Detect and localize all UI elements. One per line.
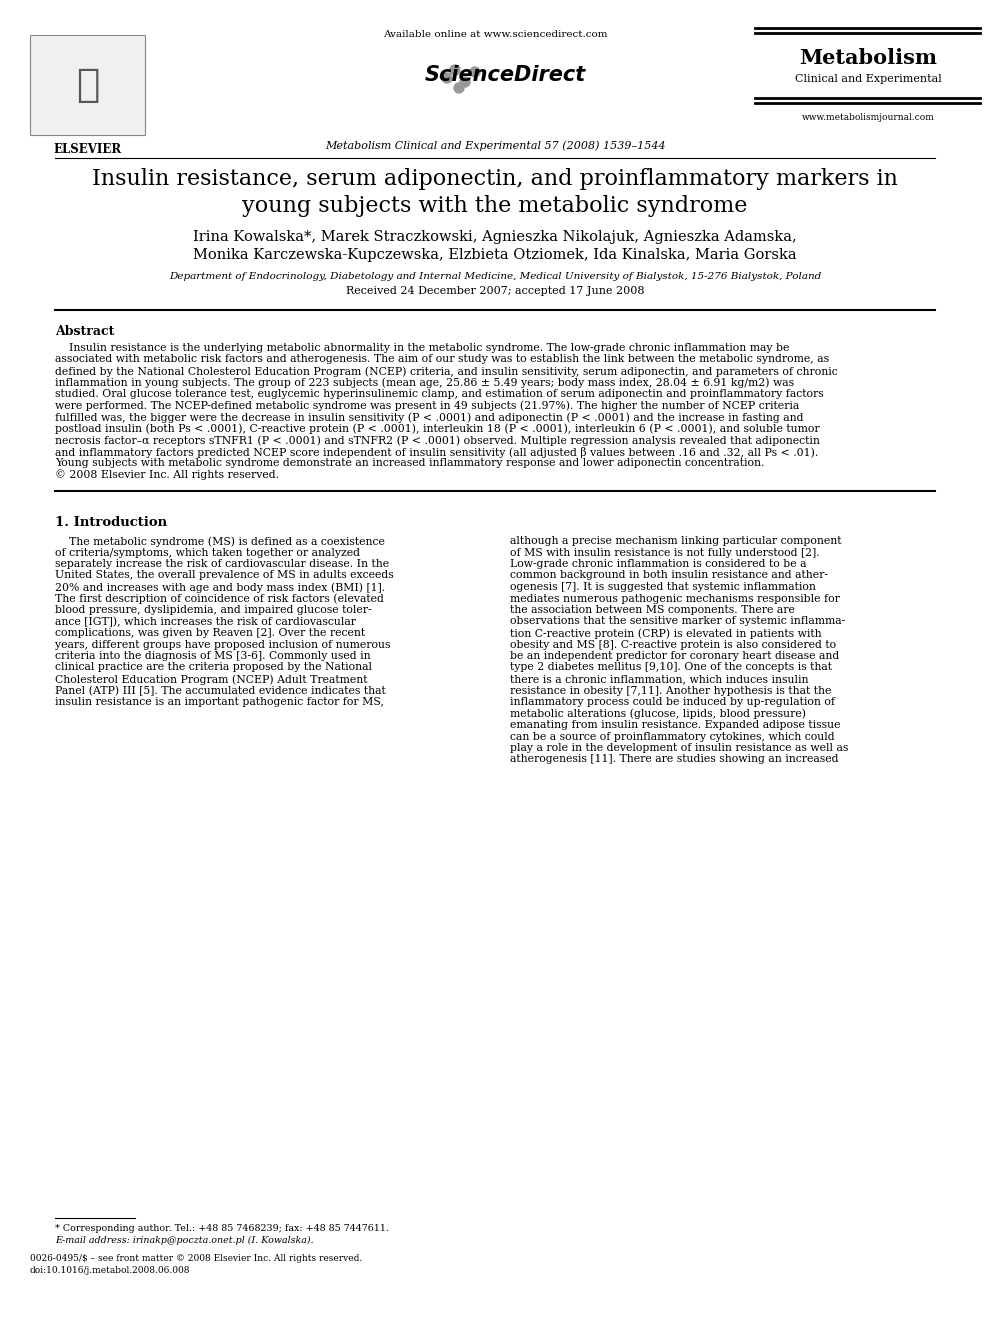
Text: Metabolism: Metabolism (799, 48, 937, 69)
Text: 0026-0495/$ – see front matter © 2008 Elsevier Inc. All rights reserved.: 0026-0495/$ – see front matter © 2008 El… (30, 1254, 362, 1263)
Text: 1. Introduction: 1. Introduction (55, 516, 167, 529)
Text: emanating from insulin resistance. Expanded adipose tissue: emanating from insulin resistance. Expan… (510, 719, 841, 730)
Text: defined by the National Cholesterol Education Program (NCEP) criteria, and insul: defined by the National Cholesterol Educ… (55, 366, 838, 376)
Text: the association between MS components. There are: the association between MS components. T… (510, 605, 795, 615)
Text: obesity and MS [8]. C-reactive protein is also considered to: obesity and MS [8]. C-reactive protein i… (510, 639, 837, 649)
Text: of criteria/symptoms, which taken together or analyzed: of criteria/symptoms, which taken togeth… (55, 548, 360, 557)
Text: The metabolic syndrome (MS) is defined as a coexistence: The metabolic syndrome (MS) is defined a… (55, 536, 385, 546)
Text: © 2008 Elsevier Inc. All rights reserved.: © 2008 Elsevier Inc. All rights reserved… (55, 470, 279, 480)
Text: tion C-reactive protein (CRP) is elevated in patients with: tion C-reactive protein (CRP) is elevate… (510, 628, 822, 639)
Circle shape (460, 77, 470, 87)
Text: inflammatory process could be induced by up-regulation of: inflammatory process could be induced by… (510, 697, 835, 708)
Text: ance [IGT]), which increases the risk of cardiovascular: ance [IGT]), which increases the risk of… (55, 616, 356, 627)
Text: metabolic alterations (glucose, lipids, blood pressure): metabolic alterations (glucose, lipids, … (510, 709, 806, 719)
Text: type 2 diabetes mellitus [9,10]. One of the concepts is that: type 2 diabetes mellitus [9,10]. One of … (510, 663, 832, 672)
Text: ScienceDirect: ScienceDirect (425, 65, 586, 84)
Text: United States, the overall prevalence of MS in adults exceeds: United States, the overall prevalence of… (55, 570, 394, 581)
Text: although a precise mechanism linking particular component: although a precise mechanism linking par… (510, 536, 842, 546)
Text: studied. Oral glucose tolerance test, euglycemic hyperinsulinemic clamp, and est: studied. Oral glucose tolerance test, eu… (55, 389, 824, 399)
Text: associated with metabolic risk factors and atherogenesis. The aim of our study w: associated with metabolic risk factors a… (55, 355, 830, 364)
Text: www.metabolismjournal.com: www.metabolismjournal.com (802, 114, 935, 121)
Text: Low-grade chronic inflammation is considered to be a: Low-grade chronic inflammation is consid… (510, 558, 807, 569)
Text: Metabolism Clinical and Experimental 57 (2008) 1539–1544: Metabolism Clinical and Experimental 57 … (325, 140, 665, 150)
Text: doi:10.1016/j.metabol.2008.06.008: doi:10.1016/j.metabol.2008.06.008 (30, 1266, 190, 1275)
Text: clinical practice are the criteria proposed by the National: clinical practice are the criteria propo… (55, 663, 372, 672)
Text: were performed. The NCEP-defined metabolic syndrome was present in 49 subjects (: were performed. The NCEP-defined metabol… (55, 400, 799, 411)
Circle shape (470, 67, 480, 77)
Text: Insulin resistance is the underlying metabolic abnormality in the metabolic synd: Insulin resistance is the underlying met… (55, 343, 789, 352)
Text: young subjects with the metabolic syndrome: young subjects with the metabolic syndro… (243, 195, 747, 216)
Text: postload insulin (both Ps < .0001), C-reactive protein (P < .0001), interleukin : postload insulin (both Ps < .0001), C-re… (55, 424, 820, 434)
Text: Available online at www.sciencedirect.com: Available online at www.sciencedirect.co… (383, 30, 607, 40)
Text: ogenesis [7]. It is suggested that systemic inflammation: ogenesis [7]. It is suggested that syste… (510, 582, 816, 591)
Text: separately increase the risk of cardiovascular disease. In the: separately increase the risk of cardiova… (55, 558, 389, 569)
Text: inflammation in young subjects. The group of 223 subjects (mean age, 25.86 ± 5.4: inflammation in young subjects. The grou… (55, 378, 794, 388)
Text: Received 24 December 2007; accepted 17 June 2008: Received 24 December 2007; accepted 17 J… (346, 286, 644, 296)
Text: 20% and increases with age and body mass index (BMI) [1].: 20% and increases with age and body mass… (55, 582, 385, 593)
Text: be an independent predictor for coronary heart disease and: be an independent predictor for coronary… (510, 651, 840, 661)
Text: Panel (ATP) III [5]. The accumulated evidence indicates that: Panel (ATP) III [5]. The accumulated evi… (55, 685, 386, 696)
Text: ELSEVIER: ELSEVIER (53, 143, 122, 156)
Circle shape (442, 73, 452, 83)
Text: complications, was given by Reaven [2]. Over the recent: complications, was given by Reaven [2]. … (55, 628, 365, 638)
Text: The first description of coincidence of risk factors (elevated: The first description of coincidence of … (55, 594, 384, 605)
Text: can be a source of proinflammatory cytokines, which could: can be a source of proinflammatory cytok… (510, 731, 835, 742)
Text: Irina Kowalska*, Marek Straczkowski, Agnieszka Nikolajuk, Agnieszka Adamska,: Irina Kowalska*, Marek Straczkowski, Agn… (193, 230, 797, 244)
Text: Abstract: Abstract (55, 325, 115, 338)
Text: years, different groups have proposed inclusion of numerous: years, different groups have proposed in… (55, 639, 390, 649)
Text: Cholesterol Education Program (NCEP) Adult Treatment: Cholesterol Education Program (NCEP) Adu… (55, 675, 367, 685)
Text: blood pressure, dyslipidemia, and impaired glucose toler-: blood pressure, dyslipidemia, and impair… (55, 605, 371, 615)
Text: and inflammatory factors predicted NCEP score independent of insulin sensitivity: and inflammatory factors predicted NCEP … (55, 446, 819, 458)
Text: criteria into the diagnosis of MS [3-6]. Commonly used in: criteria into the diagnosis of MS [3-6].… (55, 651, 370, 661)
Text: Clinical and Experimental: Clinical and Experimental (795, 74, 941, 84)
Text: mediates numerous pathogenic mechanisms responsible for: mediates numerous pathogenic mechanisms … (510, 594, 840, 603)
Bar (30, 36, 145, 135)
Circle shape (450, 65, 460, 75)
Text: observations that the sensitive marker of systemic inflamma-: observations that the sensitive marker o… (510, 616, 845, 627)
Text: Insulin resistance, serum adiponectin, and proinflammatory markers in: Insulin resistance, serum adiponectin, a… (92, 168, 898, 190)
Text: Monika Karczewska-Kupczewska, Elzbieta Otziomek, Ida Kinalska, Maria Gorska: Monika Karczewska-Kupczewska, Elzbieta O… (193, 248, 797, 261)
Text: play a role in the development of insulin resistance as well as: play a role in the development of insuli… (510, 743, 848, 752)
Text: 🌳: 🌳 (76, 66, 99, 104)
Text: Department of Endocrinology, Diabetology and Internal Medicine, Medical Universi: Department of Endocrinology, Diabetology… (169, 272, 821, 281)
Text: Young subjects with metabolic syndrome demonstrate an increased inflammatory res: Young subjects with metabolic syndrome d… (55, 458, 764, 469)
Text: insulin resistance is an important pathogenic factor for MS,: insulin resistance is an important patho… (55, 697, 384, 708)
Text: common background in both insulin resistance and ather-: common background in both insulin resist… (510, 570, 828, 581)
Text: fulfilled was, the bigger were the decrease in insulin sensitivity (P < .0001) a: fulfilled was, the bigger were the decre… (55, 412, 804, 422)
Text: of MS with insulin resistance is not fully understood [2].: of MS with insulin resistance is not ful… (510, 548, 820, 557)
Text: resistance in obesity [7,11]. Another hypothesis is that the: resistance in obesity [7,11]. Another hy… (510, 685, 832, 696)
Text: there is a chronic inflammation, which induces insulin: there is a chronic inflammation, which i… (510, 675, 809, 684)
Text: E-mail address: irinakp@poczta.onet.pl (I. Kowalska).: E-mail address: irinakp@poczta.onet.pl (… (55, 1236, 314, 1245)
Text: * Corresponding author. Tel.: +48 85 7468239; fax: +48 85 7447611.: * Corresponding author. Tel.: +48 85 746… (55, 1224, 389, 1233)
Text: necrosis factor–α receptors sTNFR1 (P < .0001) and sTNFR2 (P < .0001) observed. : necrosis factor–α receptors sTNFR1 (P < … (55, 436, 820, 446)
Circle shape (454, 83, 464, 92)
Text: atherogenesis [11]. There are studies showing an increased: atherogenesis [11]. There are studies sh… (510, 755, 839, 764)
